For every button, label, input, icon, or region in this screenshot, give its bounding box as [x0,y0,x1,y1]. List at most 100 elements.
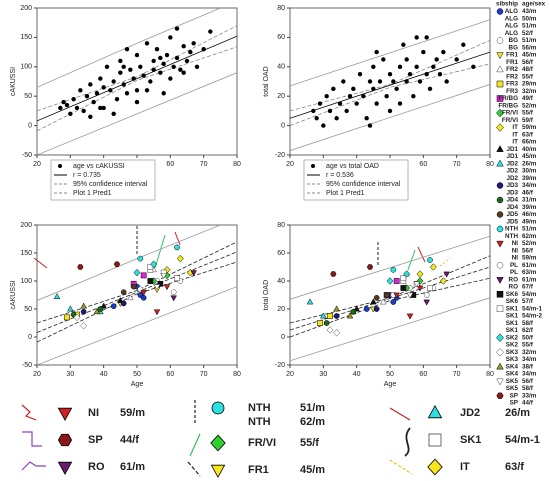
legend-label: 59/m [522,255,537,262]
point [124,91,130,96]
point [371,86,376,92]
legend-label: 62/m [522,233,537,240]
marker [210,434,226,452]
legend-label: 51/m [522,37,537,44]
point [141,73,146,78]
point [357,71,363,77]
legend-label: r = 0.536 [326,172,354,179]
point [327,108,333,114]
legend-label: 63/f [522,131,534,138]
marker [140,272,147,279]
y-tick-label: 100 [20,278,32,285]
point [124,46,130,52]
point [84,94,90,99]
marker [496,392,504,399]
y-tick-label: -50 [22,362,32,369]
x-tick-label: 40 [353,371,361,378]
fit-line [37,251,237,333]
fit-line [290,51,490,119]
point [191,41,196,46]
legend-code: PL [510,269,518,276]
y-tick-label: 50 [24,93,32,100]
point [134,52,140,58]
point [121,82,126,87]
legend-code: SK3 [506,349,519,356]
marker [496,80,504,88]
legend-label: 44/f [522,400,534,407]
point [344,108,349,114]
point [131,76,136,81]
legend-code: SK1 [506,320,519,327]
marker [370,298,377,305]
y-tick-label: 20 [277,93,285,100]
legend-label: 32/m [522,349,537,356]
marker [150,260,158,268]
marker [80,302,87,309]
key-code: IT [460,461,470,473]
arrow [187,461,201,477]
marker [400,275,407,282]
point [181,44,186,49]
legend-label: 26/m [522,160,537,167]
x-tick-label: 70 [453,161,461,168]
legend-label: Plot 1 Pred1 [73,190,112,197]
legend-code: PL [510,262,518,269]
legend-label: 46/f [522,189,534,196]
key-code: JD2 [460,407,480,419]
legend-label: 45/m [522,52,537,59]
legend-label: 55/f [522,73,534,80]
legend-label: 59/m [522,124,537,131]
point [128,67,133,72]
marker [157,280,164,287]
marker [393,278,400,284]
legend-code: FR2 [506,73,518,80]
legend-code: SK4 [506,363,519,370]
marker [496,333,504,343]
marker [140,289,147,296]
legend-code: JD4 [506,197,518,204]
marker [333,329,341,337]
y-tick-label: 40 [277,64,285,71]
marker [496,145,504,152]
point [374,49,379,55]
point [208,29,213,34]
marker [496,262,504,269]
arrow [407,249,416,271]
arrow [189,433,201,457]
legend-label: 33/m [522,392,537,399]
fit-line [290,277,490,338]
marker [439,277,447,285]
fit-line [37,261,237,343]
point [411,94,416,99]
legend-label: age vs cAKUSSI [73,163,125,170]
x-tick-label: 60 [419,161,427,168]
marker [346,312,354,319]
legend-code: SK5 [506,378,519,385]
x-tick-label: 50 [133,371,141,378]
point [404,57,409,62]
legend-label: 55/f [522,110,534,117]
point [154,46,160,52]
y-tick-label: 0 [281,122,285,129]
point [81,108,86,114]
legend-label: 57/f [522,298,534,305]
fit-line [290,235,490,300]
y-tick-label: 60 [277,250,285,257]
marker [496,277,504,284]
y-axis-label: cAKUSSI [10,67,17,96]
point [367,123,373,128]
point [331,86,336,92]
marker [190,270,197,277]
x-axis-label: Age [131,381,144,388]
marker [53,293,61,300]
key-label: 59/m [120,407,145,419]
point [184,58,190,64]
y-tick-label: 40 [277,278,285,285]
x-tick-label: 80 [233,371,241,378]
legend-label: 54/m [522,291,537,298]
marker [496,362,504,370]
y-tick-label: 50 [24,306,32,313]
legend-label: 54/m-2 [522,313,542,320]
